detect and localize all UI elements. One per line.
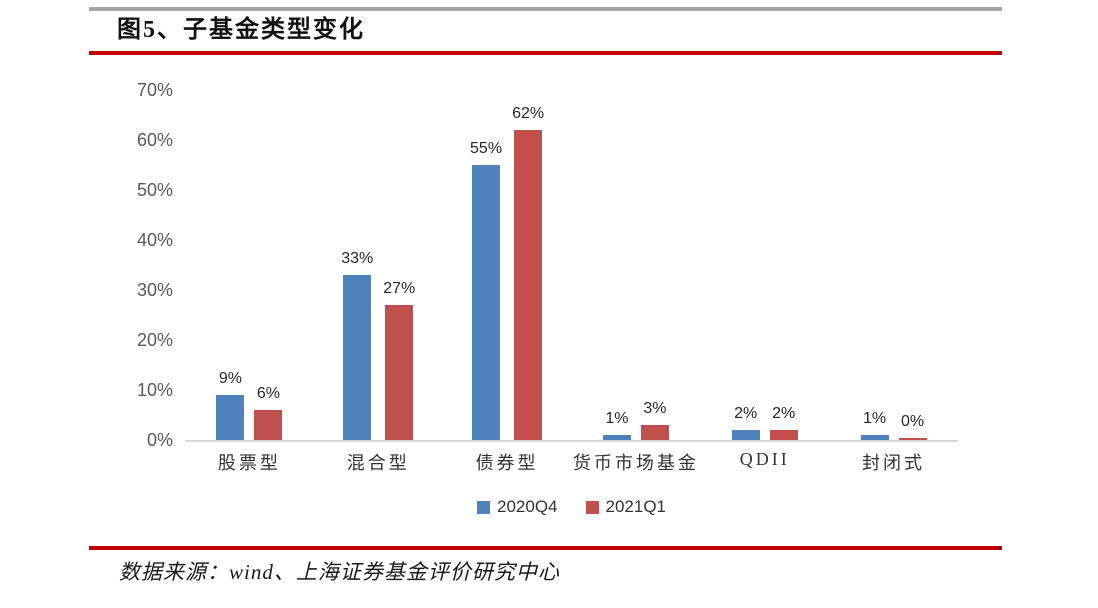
bar-value-label: 33% <box>341 250 374 267</box>
bar-with-label: 3% <box>640 400 669 440</box>
bar-value-label: 1% <box>862 410 887 427</box>
bar-with-label: 27% <box>383 280 415 440</box>
bar-2020Q4 <box>472 165 501 440</box>
bar-with-label: 9% <box>216 370 245 440</box>
y-axis-tick-label: 60% <box>136 130 173 150</box>
bar-2021Q1 <box>385 305 414 440</box>
x-axis-category-label: 股票型 <box>217 453 281 473</box>
legend-item: 2021Q1 <box>585 497 667 517</box>
bar-2020Q4 <box>731 430 760 440</box>
bar-with-label: 1% <box>860 410 889 440</box>
bar-2020Q4 <box>216 395 245 440</box>
bar-with-label: 6% <box>254 385 283 440</box>
bar-2021Q1 <box>514 130 543 440</box>
bar-with-label: 62% <box>512 105 544 440</box>
bar-2021Q1 <box>640 425 669 440</box>
legend-swatch-icon <box>477 500 490 514</box>
bar-value-label: 0% <box>900 413 925 430</box>
data-source-note: 数据来源：wind、上海证券基金评价研究中心 <box>119 560 560 584</box>
bar-value-label: 1% <box>605 410 629 427</box>
plot-area: 9% 6% 33% 27% 55% 62% 1% 3% 2% 2% 1% 0% <box>185 90 958 442</box>
bar-group: 1% 0% <box>829 410 958 440</box>
bar-value-label: 2% <box>734 405 758 422</box>
bar-with-label: 2% <box>731 405 760 440</box>
legend-label: 2020Q4 <box>497 497 558 516</box>
y-axis-tick-label: 50% <box>136 180 173 200</box>
y-axis-tick-label: 20% <box>136 330 173 350</box>
y-axis-tick-label: 10% <box>136 380 173 400</box>
bar-with-label: 55% <box>470 140 502 440</box>
bar-group: 55% 62% <box>443 105 572 440</box>
x-axis-category-label: QDII <box>739 449 790 469</box>
bar-with-label: 2% <box>769 405 798 440</box>
x-axis-category-label: 债券型 <box>475 453 539 473</box>
title-underline <box>89 51 1002 55</box>
y-axis-tick-label: 30% <box>136 280 173 300</box>
legend-swatch-icon <box>585 500 599 514</box>
bar-with-label: 0% <box>898 413 927 440</box>
bar-with-label: 33% <box>341 250 373 440</box>
bar-2021Q1 <box>898 438 927 440</box>
y-axis-tick-label: 70% <box>136 80 173 100</box>
bar-value-label: 2% <box>772 405 796 422</box>
chart-legend: 2020Q4 2021Q1 <box>185 497 958 517</box>
x-axis-category-label: 混合型 <box>346 453 410 473</box>
bar-value-label: 27% <box>383 280 416 297</box>
y-axis-tick-label: 0% <box>146 430 173 450</box>
bar-group: 33% 27% <box>314 250 443 440</box>
y-axis-tick-label: 40% <box>136 230 173 250</box>
footer-divider-line <box>89 546 1002 550</box>
bar-value-label: 6% <box>256 385 280 402</box>
x-axis-category-label: 货币市场基金 <box>572 453 699 473</box>
x-axis-category-label: 封闭式 <box>862 453 926 473</box>
x-axis-category-labels: 股票型 混合型 债券型 货币市场基金 QDII 封闭式 <box>185 449 958 475</box>
top-divider-line <box>89 7 1002 11</box>
bar-2021Q1 <box>769 430 798 440</box>
bar-value-label: 3% <box>643 400 667 417</box>
bar-group: 9% 6% <box>185 370 314 440</box>
bar-group: 1% 3% <box>571 400 700 440</box>
x-axis-line <box>185 440 958 442</box>
figure-title: 图5、子基金类型变化 <box>117 17 365 43</box>
bar-2020Q4 <box>602 435 631 440</box>
bar-2021Q1 <box>254 410 283 440</box>
bar-2020Q4 <box>860 435 889 440</box>
legend-label: 2021Q1 <box>605 497 667 516</box>
bar-value-label: 62% <box>512 105 545 122</box>
bar-2020Q4 <box>343 275 372 440</box>
legend-item: 2020Q4 <box>477 497 558 517</box>
bar-with-label: 1% <box>602 410 631 440</box>
bar-group: 2% 2% <box>700 405 829 440</box>
bar-value-label: 9% <box>218 370 242 387</box>
bar-value-label: 55% <box>470 140 503 157</box>
bar-series-container: 9% 6% 33% 27% 55% 62% 1% 3% 2% 2% 1% 0% <box>185 90 958 440</box>
